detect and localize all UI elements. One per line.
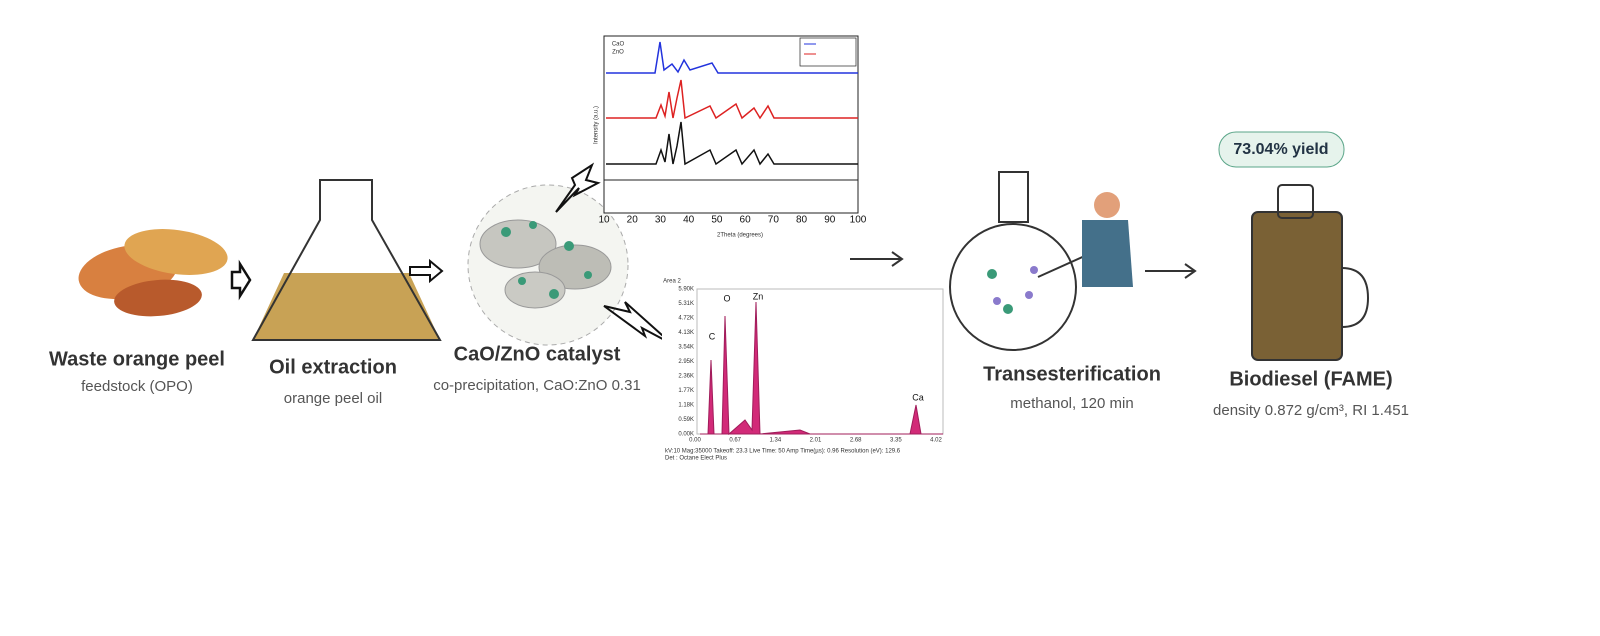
edx-y-tick-label: 0.00K [678,432,694,438]
flask-icon [251,179,442,341]
xrd-tick-label: 70 [768,215,780,226]
step-sublabel: co-precipitation, CaO:ZnO 0.31 [433,377,641,394]
lightning [555,162,601,213]
arrow [1145,263,1197,279]
step-sublabel: orange peel oil [284,390,382,407]
xrd-legend: CaO [612,42,625,48]
edx-x-tick-label: 3.35 [890,438,902,444]
edx-y-tick-label: 4.72K [678,316,694,322]
lightning [603,301,673,345]
step-label: Transesterification [983,363,1161,385]
edx-x-tick-label: 4.02 [930,438,942,444]
xrd-tick-label: 10 [598,215,610,226]
edx-y-tick-label: 1.77K [678,388,694,394]
edx-y-tick-label: 1.18K [678,403,694,409]
xrd-x-label: 2Theta (degrees) [717,233,763,239]
xrd-chart [603,35,859,214]
edx-x-tick-label: 1.34 [769,438,781,444]
edx-y-tick-label: 5.31K [678,301,694,307]
xrd-ticks: 10 20 30 40 50 60 70 80 90 100 [598,215,866,226]
edx-footer: Det : Octane Elect Plus [665,456,727,462]
edx-y-tick-label: 4.13K [678,330,694,336]
edx-x-tick-label: 2.01 [810,438,822,444]
edx-peak-label: Ca [912,392,924,402]
biodiesel-jug [1251,184,1370,361]
hollow-arrow [409,258,444,284]
orange-peel-icon [78,229,228,317]
reactor-icon [949,171,1133,351]
edx-peak-label: O [723,293,730,303]
step-label: Waste orange peel [49,348,225,370]
edx-peak-label: C [709,331,716,341]
edx-peak-label: Zn [753,291,764,301]
edx-footer: kV:10 Mag:35000 Takeoff: 23.3 Live Time:… [665,449,901,455]
step-label: Oil extraction [269,356,397,378]
xrd-tick-label: 20 [627,215,639,226]
edx-y-tick-label: 2.36K [678,374,694,380]
step-label: Biodiesel (FAME) [1229,368,1392,390]
edx-y-tick-label: 0.59K [678,417,694,423]
step-sublabel: methanol, 120 min [1010,395,1133,412]
xrd-tick-label: 90 [824,215,836,226]
arrow [850,251,904,267]
hollow-arrow [230,259,252,301]
step-sublabel: density 0.872 g/cm³, RI 1.451 [1213,402,1409,419]
xrd-tick-label: 30 [655,215,667,226]
xrd-tick-label: 80 [796,215,808,226]
xrd-tick-label: 60 [740,215,752,226]
xrd-y-label: Intensity (a.u.) [594,106,600,144]
edx-ticks: 5.90K 5.31K 4.72K 4.13K 3.54K 2.95K 2.36K 1.77K… [678,287,942,444]
xrd-legend: ZnO [612,50,624,56]
edx-chart [662,287,944,447]
edx-y-tick-label: 5.90K [678,287,694,293]
edx-x-tick-label: 0.00 [689,438,701,444]
edx-x-tick-label: 2.68 [850,438,862,444]
badge [1218,131,1345,168]
steps: Waste orange peel feedstock (OPO) Oil extr… [49,343,1409,419]
edx-area: Area 2 [663,279,681,285]
step-sublabel: feedstock (OPO) [81,378,193,395]
edx-y-tick-label: 3.54K [678,345,694,351]
edx-x-tick-label: 0.67 [729,438,741,444]
edx-y-tick-label: 2.95K [678,359,694,365]
step-label: CaO/ZnO catalyst [454,343,621,365]
xrd-tick-label: 100 [850,215,867,226]
catalyst-icon [467,184,629,346]
xrd-tick-label: 40 [683,215,695,226]
xrd-tick-label: 50 [711,215,723,226]
badge-text: 73.04% yield [1233,141,1328,158]
